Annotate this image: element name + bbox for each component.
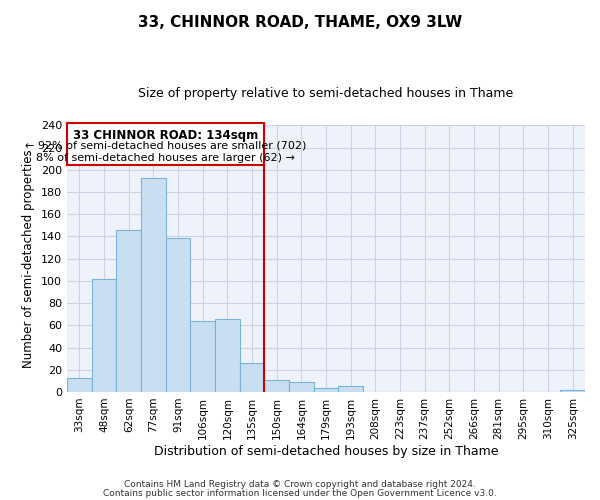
Text: 33 CHINNOR ROAD: 134sqm: 33 CHINNOR ROAD: 134sqm — [73, 128, 259, 141]
Bar — [338, 386, 363, 392]
Text: ← 92% of semi-detached houses are smaller (702): ← 92% of semi-detached houses are smalle… — [25, 141, 307, 151]
Bar — [215, 318, 240, 392]
Bar — [166, 238, 190, 392]
Text: 33, CHINNOR ROAD, THAME, OX9 3LW: 33, CHINNOR ROAD, THAME, OX9 3LW — [138, 15, 462, 30]
Bar — [67, 123, 265, 166]
Text: Contains HM Land Registry data © Crown copyright and database right 2024.: Contains HM Land Registry data © Crown c… — [124, 480, 476, 489]
Bar — [560, 390, 585, 392]
Bar — [289, 382, 314, 392]
X-axis label: Distribution of semi-detached houses by size in Thame: Distribution of semi-detached houses by … — [154, 444, 499, 458]
Bar — [190, 321, 215, 392]
Bar — [314, 388, 338, 392]
Title: Size of property relative to semi-detached houses in Thame: Size of property relative to semi-detach… — [139, 88, 514, 101]
Bar — [265, 380, 289, 392]
Text: 8% of semi-detached houses are larger (62) →: 8% of semi-detached houses are larger (6… — [37, 153, 295, 163]
Bar — [141, 178, 166, 392]
Bar — [67, 378, 92, 392]
Bar — [92, 278, 116, 392]
Bar — [116, 230, 141, 392]
Bar — [240, 363, 265, 392]
Y-axis label: Number of semi-detached properties: Number of semi-detached properties — [22, 150, 35, 368]
Text: Contains public sector information licensed under the Open Government Licence v3: Contains public sector information licen… — [103, 488, 497, 498]
